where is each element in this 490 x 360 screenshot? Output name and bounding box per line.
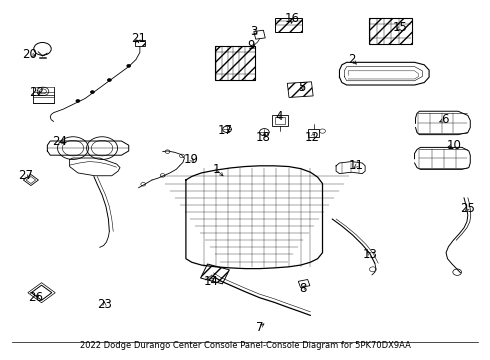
Text: 16: 16 [285, 12, 300, 25]
Text: 12: 12 [304, 131, 319, 144]
Text: 10: 10 [447, 139, 462, 152]
Text: 9: 9 [247, 39, 255, 52]
Circle shape [127, 64, 131, 67]
Text: 19: 19 [183, 153, 198, 166]
Bar [135, 40, 145, 46]
Text: 21: 21 [131, 32, 146, 45]
Text: 8: 8 [299, 282, 307, 294]
Text: 3: 3 [250, 24, 257, 38]
Bar [298, 279, 310, 288]
Text: 2: 2 [348, 53, 355, 66]
Text: 22: 22 [29, 86, 44, 99]
Text: 1: 1 [212, 163, 220, 176]
Bar [368, 18, 412, 44]
Bar [272, 115, 288, 126]
Text: 11: 11 [349, 159, 364, 172]
Text: 23: 23 [97, 298, 112, 311]
Text: 15: 15 [392, 21, 408, 34]
Bar [309, 129, 319, 137]
Bar [275, 18, 302, 32]
Bar [26, 176, 36, 184]
Text: 26: 26 [28, 291, 43, 304]
Text: 18: 18 [255, 131, 270, 144]
Text: 7: 7 [256, 321, 263, 334]
Bar [28, 283, 55, 303]
Text: 14: 14 [203, 275, 219, 288]
Bar [200, 264, 229, 284]
Circle shape [107, 78, 111, 81]
Circle shape [76, 100, 80, 102]
Circle shape [91, 91, 95, 94]
Text: 27: 27 [19, 169, 33, 182]
Bar [254, 30, 265, 39]
Text: 13: 13 [363, 248, 377, 261]
Bar [31, 285, 52, 300]
Text: 6: 6 [441, 113, 448, 126]
Text: 20: 20 [22, 48, 37, 61]
Text: 4: 4 [275, 110, 283, 123]
Text: 24: 24 [52, 135, 68, 148]
Text: 17: 17 [218, 124, 233, 137]
Text: 25: 25 [461, 202, 475, 215]
Bar [24, 175, 38, 185]
Bar [287, 82, 313, 98]
Text: 5: 5 [298, 81, 306, 94]
Text: 2022 Dodge Durango Center Console Panel-Console Diagram for 5PK70DX9AA: 2022 Dodge Durango Center Console Panel-… [79, 341, 411, 350]
Bar [274, 117, 285, 124]
Bar [216, 46, 255, 80]
